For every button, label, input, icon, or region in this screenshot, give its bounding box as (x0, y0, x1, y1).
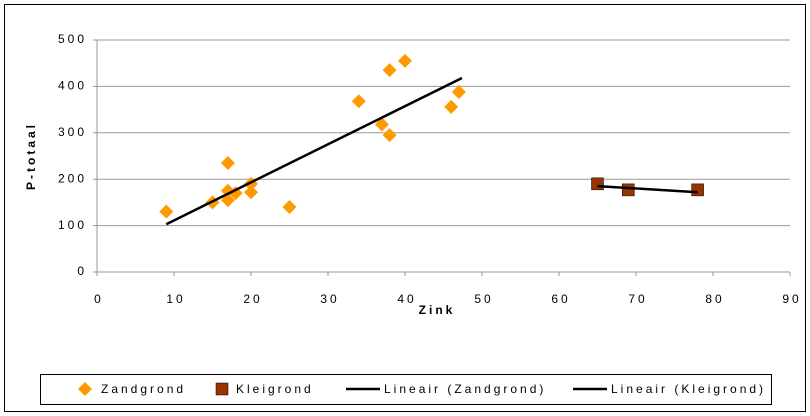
point (244, 185, 258, 200)
y-tick-label: 200 (58, 171, 87, 185)
x-tick-label: 80 (705, 292, 724, 306)
legend-label: Zandgrond (101, 382, 186, 396)
y-axis-label: P-totaal (24, 122, 38, 190)
point (382, 63, 397, 78)
point (451, 84, 466, 99)
x-tick-label: 0 (94, 292, 104, 306)
y-tick-label: 500 (58, 32, 87, 46)
x-tick-label: 70 (628, 292, 647, 306)
point (691, 183, 704, 197)
x-tick-label: 10 (166, 292, 185, 306)
x-tick-label: 50 (474, 292, 493, 306)
x-tick-label: 60 (551, 292, 570, 306)
point (282, 200, 297, 215)
y-tick-label: 0 (77, 264, 87, 278)
legend-marker (78, 382, 92, 396)
legend-label: Lineair (Zandgrond) (384, 382, 546, 396)
legend-marker (215, 382, 229, 396)
trend-line (597, 184, 698, 194)
point (228, 186, 243, 201)
y-tick-label: 100 (58, 218, 87, 232)
x-tick-label: 90 (782, 292, 801, 306)
y-tick-label: 300 (58, 125, 87, 139)
point (351, 94, 366, 109)
point (159, 204, 174, 219)
point (591, 177, 604, 191)
point (398, 53, 412, 68)
point (220, 155, 235, 170)
y-tick-label: 400 (58, 79, 87, 93)
point (622, 183, 635, 197)
chart-border (4, 4, 806, 412)
x-tick-label: 30 (320, 292, 339, 306)
x-tick-label: 20 (243, 292, 262, 306)
legend-box (40, 374, 772, 405)
point (444, 99, 459, 114)
x-axis-label: Zink (419, 303, 456, 317)
trend-line (165, 76, 463, 226)
legend-label: Kleigrond (236, 382, 314, 396)
legend-label: Lineair (Kleigrond) (611, 382, 766, 396)
point (374, 117, 389, 132)
point (382, 128, 397, 143)
x-tick-label: 40 (397, 292, 416, 306)
